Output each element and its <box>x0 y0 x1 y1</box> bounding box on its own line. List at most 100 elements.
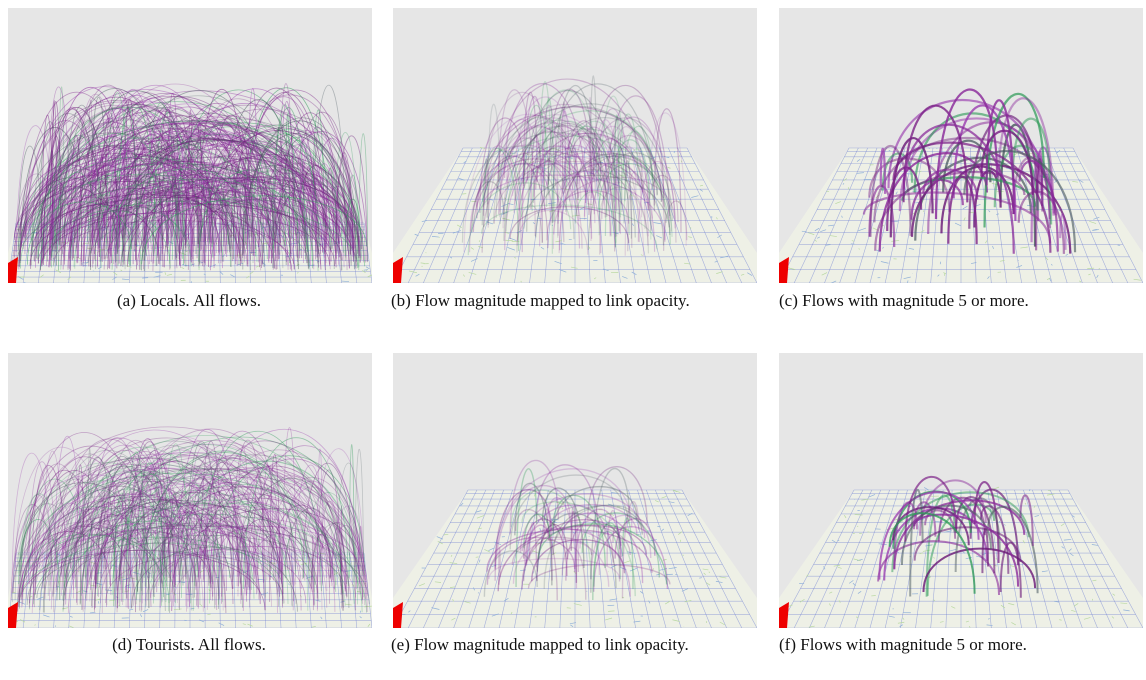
flow-arc <box>543 504 643 589</box>
flow-arc <box>912 501 937 537</box>
grid-line <box>83 222 89 283</box>
cell-edge <box>122 278 130 281</box>
grid-line <box>129 222 133 283</box>
flow-arc <box>113 492 130 607</box>
cell-edge <box>659 568 668 571</box>
cell-edge <box>437 541 443 545</box>
cell-edge <box>456 224 463 228</box>
flow-arc <box>114 104 157 267</box>
flow-arc <box>142 459 316 605</box>
cell-edge <box>269 559 273 564</box>
flow-arc <box>25 463 88 599</box>
flow-arc <box>559 170 606 251</box>
flow-arc <box>87 447 92 606</box>
cell-edge <box>621 596 625 599</box>
cell-edge <box>656 235 663 239</box>
flow-arc <box>497 524 648 592</box>
flow-arc <box>230 158 252 254</box>
flow-arc <box>587 466 648 525</box>
cell-edge <box>1046 277 1051 280</box>
cell-edge <box>168 241 174 245</box>
cell-edge <box>816 236 820 239</box>
caption: (b) Flow magnitude mapped to link opacit… <box>391 291 690 310</box>
cell-edge <box>56 553 61 556</box>
flow-arc <box>51 134 104 257</box>
flow-arc <box>193 486 201 588</box>
cell-edge <box>242 570 251 574</box>
flow-arc <box>618 113 639 185</box>
flow-arc <box>79 457 116 607</box>
cell-edge <box>509 237 517 241</box>
grid-line <box>423 489 487 628</box>
flow-arc <box>71 84 145 246</box>
flow-arc <box>143 172 250 271</box>
cell-edge <box>1041 570 1048 573</box>
flow-arc <box>67 531 195 613</box>
cell-edge <box>847 187 850 190</box>
flow-arc <box>648 112 687 246</box>
cell-edge <box>621 526 629 530</box>
grid-line <box>498 147 529 283</box>
flow-arc <box>63 104 101 262</box>
flow-arc <box>537 523 668 585</box>
flow-arc <box>239 477 350 609</box>
flow-arc <box>89 437 147 606</box>
flow-arc <box>612 525 622 568</box>
grid-line <box>305 222 312 283</box>
cell-edge <box>638 150 642 153</box>
cell-edge <box>608 610 615 612</box>
cell-edge <box>672 619 680 622</box>
flow-arc <box>518 145 595 215</box>
cell-edge <box>520 569 526 571</box>
flow-arc <box>289 111 354 270</box>
flow-arc <box>44 133 180 260</box>
flow-arc <box>597 108 628 179</box>
flow-arc <box>602 116 665 207</box>
flow-arc <box>663 200 688 251</box>
flow-arc <box>592 117 677 243</box>
cell-edge <box>948 549 957 552</box>
flow-arc <box>480 135 673 237</box>
flow-arc <box>53 171 102 268</box>
cell-edge <box>539 528 541 532</box>
cell-edge <box>1029 489 1031 492</box>
grid-line <box>668 147 727 283</box>
flow-arc <box>210 213 288 271</box>
flow-arc <box>922 547 1037 593</box>
flow-arc <box>218 140 297 264</box>
cell-edge <box>139 614 143 618</box>
cell-edge <box>451 617 456 621</box>
cell-edge <box>207 613 211 616</box>
flow-arc <box>94 485 302 589</box>
cell-edge <box>650 156 656 160</box>
cell-edge <box>638 546 641 550</box>
flow-arc <box>486 155 549 249</box>
flow-arc <box>111 528 162 596</box>
flow-arc <box>487 103 502 224</box>
grid-line <box>98 552 104 628</box>
flow-arc <box>590 467 631 593</box>
flow-arc <box>145 483 337 592</box>
flow-arc <box>31 156 268 260</box>
cell-edge <box>541 529 545 533</box>
grid-line <box>839 489 890 628</box>
cell-edge <box>720 255 729 259</box>
flow-arc <box>653 108 682 233</box>
flow-arc <box>601 181 645 256</box>
flow-arc <box>179 443 273 582</box>
flow-arc <box>551 494 606 568</box>
grid-line <box>468 147 510 283</box>
cell-edge <box>507 203 514 206</box>
cell-edge <box>702 568 709 571</box>
cell-edge <box>263 563 265 565</box>
cell-edge <box>930 544 933 547</box>
flow-arc <box>484 145 522 245</box>
flow-arc <box>969 488 1019 566</box>
flow-arc <box>203 461 239 609</box>
cell-edge <box>549 209 556 213</box>
flow-arc <box>587 152 673 251</box>
flow-arc <box>493 160 654 224</box>
flow-arc <box>528 522 538 568</box>
flow-arc <box>69 202 152 261</box>
cell-edge <box>463 274 465 277</box>
